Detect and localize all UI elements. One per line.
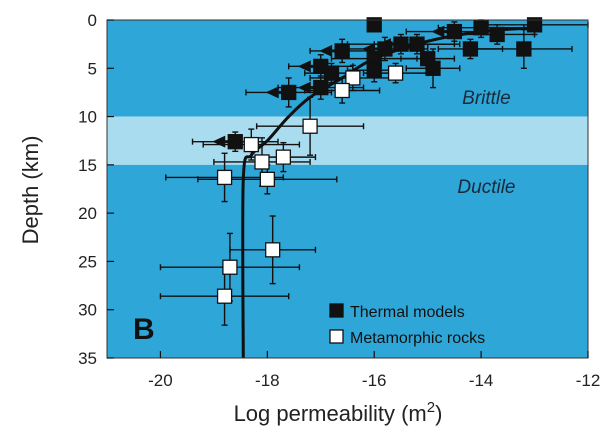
y-tick-label: 30: [78, 301, 97, 320]
metamorphic-rock-point: [259, 171, 275, 187]
zone-label-brittle: Brittle: [462, 88, 511, 109]
x-axis-title-superscript: 2: [427, 399, 435, 416]
plot-background: [107, 20, 588, 358]
thermal-model-point: [393, 36, 409, 52]
x-tick-label: -14: [469, 371, 494, 390]
y-tick-label: 15: [78, 156, 97, 175]
zone-ductile: [107, 164, 588, 358]
thermal-model-point: [409, 36, 425, 52]
lower-bound-arrow: [297, 81, 311, 94]
metamorphic-rock-point: [216, 288, 233, 304]
trend-curve: [241, 26, 535, 359]
plot-frame: [106, 19, 589, 359]
y-tick-label: 20: [78, 204, 97, 223]
thermal-model-point: [323, 65, 340, 81]
x-axis-title-end: ): [435, 401, 442, 426]
x-tick-label: -16: [362, 371, 387, 390]
zone-transition: [107, 116, 588, 165]
thermal-model-point: [313, 79, 329, 96]
y-tick-label: 25: [78, 252, 97, 271]
metamorphic-rock-point: [243, 136, 259, 153]
zone-label-ductile: Ductile: [457, 177, 515, 198]
y-tick-label: 35: [78, 349, 97, 368]
thermal-model-point: [462, 41, 479, 57]
legend-metamorphic-marker: [329, 329, 344, 344]
thermal-model-point: [366, 17, 382, 33]
lower-bound-arrow: [265, 86, 279, 99]
thermal-model-point: [334, 43, 350, 59]
thermal-model-point: [366, 62, 382, 78]
thermal-model-point: [281, 84, 297, 101]
data-markers: [212, 17, 543, 304]
x-tick-label: -20: [148, 371, 173, 390]
thermal-model-point: [516, 41, 532, 57]
metamorphic-rock-point: [302, 118, 318, 134]
legend: Thermal models Metamorphic rocks: [329, 303, 485, 347]
zone-labels: Brittle Ductile: [457, 88, 515, 198]
lower-bound-arrow: [431, 25, 445, 38]
metamorphic-rock-point: [265, 242, 281, 258]
legend-label: Metamorphic rocks: [350, 330, 485, 347]
lower-bound-arrow: [212, 135, 226, 148]
x-tick-label: -18: [255, 371, 280, 390]
metamorphic-rock-point: [254, 154, 270, 170]
x-tick-label: -12: [576, 371, 600, 390]
metamorphic-rock-point: [275, 149, 292, 165]
trend-line: [241, 26, 535, 359]
y-tick-label: 0: [88, 11, 97, 30]
thermal-model-point: [446, 23, 463, 40]
metamorphic-rock-point: [216, 169, 233, 186]
metamorphic-rock-point: [222, 259, 238, 275]
panel-label: B: [133, 313, 155, 346]
lower-bound-arrow: [319, 44, 333, 57]
thermal-model-point: [425, 60, 441, 76]
thermal-model-point: [489, 26, 505, 43]
x-axis-title-main: Log permeability (m: [234, 401, 427, 426]
metamorphic-rock-point: [387, 65, 404, 81]
y-tick-label: 5: [88, 59, 97, 78]
thermal-model-point: [526, 17, 543, 33]
lower-bound-arrow: [297, 60, 311, 73]
legend-label: Thermal models: [350, 304, 465, 321]
y-tick-label: 10: [78, 108, 97, 127]
y-axis-title: Depth (km): [18, 136, 43, 245]
axes: -20 -18 -16 -14 -12 0 5 10 15 20 25 30 35: [78, 11, 600, 390]
thermal-model-point: [227, 134, 243, 150]
metamorphic-rock-point: [345, 70, 361, 86]
legend-thermal-marker: [329, 303, 344, 318]
metamorphic-rock-point: [334, 82, 350, 99]
x-axis-title: Log permeability (m2): [234, 399, 443, 426]
thermal-model-point: [473, 20, 489, 36]
